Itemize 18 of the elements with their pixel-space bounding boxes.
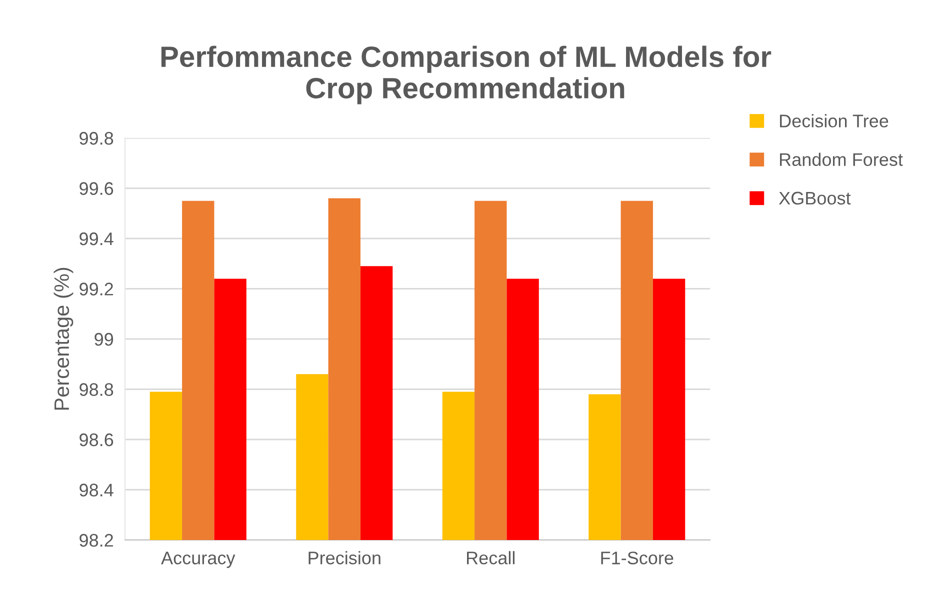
y-axis-title: Percentage (%) [54,268,74,410]
y-tick-label: 99.4 [80,232,114,246]
chart-title: Perfommance Comparison of ML Models for Crop Recommendation [161,46,772,104]
legend-label: XGBoost [778,192,851,205]
x-tick-label: Recall [467,551,515,564]
x-tick-label: Precision [308,551,380,564]
x-tick-label: Accuracy [161,552,236,568]
x-tick-label: F1-Score [601,552,674,564]
y-tick-label: 99.2 [80,282,113,296]
y-tick-label: 98.2 [80,534,113,547]
y-tick-label: 98.8 [80,383,114,396]
y-tick-label: 99.8 [80,132,114,145]
y-tick-label: 99.6 [80,182,114,195]
legend-label: Decision Tree [780,114,888,128]
y-tick-label: 98.4 [80,484,114,496]
y-tick-label: 99 [94,332,114,346]
legend-label: Random Forest [780,152,903,166]
y-tick-label: 98.6 [80,433,114,446]
